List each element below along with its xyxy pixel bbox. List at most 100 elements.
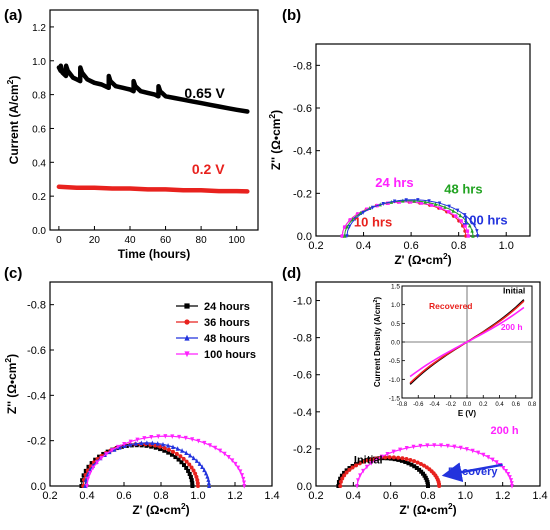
x-tick-label: 1.4	[264, 490, 279, 502]
legend-entry: 36 hours	[204, 317, 250, 329]
data-point	[404, 198, 408, 203]
inset-x-axis-label: E (V)	[458, 409, 477, 418]
data-point	[144, 440, 149, 445]
series-line	[86, 435, 245, 487]
data-point	[419, 201, 423, 205]
data-point	[170, 434, 175, 439]
y-tick-label: 1.0	[32, 57, 46, 68]
inset-x-tick-label: 0.0	[463, 402, 472, 408]
inset-x-tick-label: -0.8	[397, 402, 408, 408]
plot-frame	[49, 9, 259, 231]
data-point	[187, 471, 192, 476]
data-point	[179, 460, 184, 465]
inset-series-label: Recovered	[429, 301, 472, 311]
data-point	[356, 212, 360, 216]
data-point	[447, 210, 451, 214]
x-tick-label: 0.8	[451, 240, 466, 252]
data-point	[475, 229, 479, 234]
data-point	[186, 468, 191, 473]
data-point	[191, 468, 196, 473]
data-point	[115, 444, 120, 450]
data-point	[423, 475, 428, 480]
inset-y-tick-label: -1.0	[389, 377, 401, 384]
data-point	[340, 476, 345, 481]
panel-d-chart: 0.2 0.4 0.6 0.8 1.0 1.2 1.40.0-0.2-0.4-0.6-0.8…	[293, 281, 548, 517]
data-point	[397, 200, 402, 204]
data-point	[503, 468, 508, 474]
x-tick-label: 0.4	[356, 240, 371, 252]
data-point	[184, 351, 190, 358]
data-point	[191, 455, 196, 461]
x-axis-label: Z' (Ω•cm2)	[399, 501, 456, 517]
data-point	[222, 451, 227, 457]
x-tick-label: 80	[196, 235, 208, 246]
y-tick-label: -0.8	[293, 60, 312, 72]
data-point	[184, 303, 190, 309]
data-point	[166, 442, 171, 448]
y-tick-label: -0.4	[293, 407, 312, 419]
data-point	[339, 473, 344, 478]
data-point	[189, 478, 194, 483]
series-annotation: 0.2 V	[192, 161, 225, 177]
data-point	[180, 448, 185, 453]
legend: 24 hours 36 hours 48 hours 100 hours	[176, 301, 256, 361]
y-tick-label: -0.6	[293, 370, 312, 382]
data-point	[464, 218, 468, 223]
data-point	[158, 444, 163, 449]
data-point	[91, 465, 96, 471]
x-tick-label: 0.8	[153, 490, 168, 502]
data-point	[463, 224, 467, 228]
data-point	[406, 461, 411, 466]
data-point	[417, 467, 422, 472]
data-point	[414, 465, 419, 470]
data-point	[418, 461, 423, 466]
y-tick-label: 1.2	[32, 23, 46, 34]
data-point	[345, 224, 349, 229]
data-point	[202, 467, 207, 473]
data-point	[135, 437, 140, 443]
data-point	[83, 477, 88, 482]
inset-y-tick-label: -0.5	[389, 358, 401, 365]
data-point	[242, 480, 247, 486]
data-point	[509, 478, 514, 483]
y-axis-label: Z'' (Ω•cm2)	[3, 354, 19, 414]
inset-x-tick-label: -0.2	[446, 402, 457, 408]
data-point	[178, 454, 183, 459]
panel-label: (c)	[4, 265, 22, 282]
data-point	[391, 449, 396, 455]
inset-x-tick-label: 0.8	[528, 402, 537, 408]
series-annotation: 200 h	[490, 425, 518, 437]
data-point	[193, 471, 198, 476]
data-point	[412, 198, 416, 203]
data-point	[342, 233, 347, 238]
data-point	[464, 447, 469, 452]
series-annotation: Initial	[354, 455, 383, 467]
inset-y-tick-label: 1.0	[391, 302, 400, 309]
x-tick-label: 0.6	[383, 490, 398, 502]
y-axis-label: Current (A/cm2)	[5, 76, 21, 165]
data-point	[369, 457, 374, 462]
x-tick-label: 0.6	[116, 490, 131, 502]
data-point	[155, 441, 160, 446]
data-point	[425, 480, 430, 485]
data-point	[439, 443, 444, 448]
x-axis-label: Time (hours)	[118, 247, 190, 261]
y-tick-label: -0.2	[293, 444, 312, 456]
inset-y-tick-label: -1.5	[389, 396, 401, 403]
data-point	[411, 444, 416, 450]
data-point	[510, 484, 514, 489]
data-point	[83, 468, 88, 473]
data-point	[139, 440, 144, 446]
data-point	[195, 477, 200, 482]
data-point	[481, 452, 486, 458]
data-point	[475, 234, 480, 239]
inset-x-tick-label: -0.4	[429, 402, 440, 408]
data-point	[206, 477, 211, 482]
y-tick-label: 0.6	[32, 124, 46, 135]
data-point	[432, 443, 437, 448]
data-point	[379, 454, 384, 460]
data-point	[392, 199, 397, 204]
data-point	[423, 199, 427, 204]
data-point	[338, 484, 343, 488]
